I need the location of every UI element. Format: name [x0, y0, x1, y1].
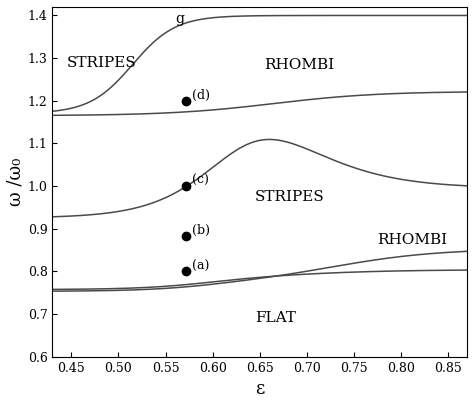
- Text: g: g: [176, 12, 184, 26]
- Text: STRIPES: STRIPES: [66, 55, 137, 70]
- Text: STRIPES: STRIPES: [255, 190, 325, 204]
- Text: (b): (b): [192, 224, 210, 237]
- X-axis label: ε: ε: [255, 380, 264, 398]
- Text: FLAT: FLAT: [255, 311, 296, 325]
- Y-axis label: ω /ω₀: ω /ω₀: [7, 158, 25, 206]
- Text: (a): (a): [192, 260, 210, 273]
- Text: (c): (c): [192, 174, 209, 188]
- Text: RHOMBI: RHOMBI: [264, 58, 335, 72]
- Text: RHOMBI: RHOMBI: [377, 232, 447, 247]
- Text: (d): (d): [192, 89, 210, 102]
